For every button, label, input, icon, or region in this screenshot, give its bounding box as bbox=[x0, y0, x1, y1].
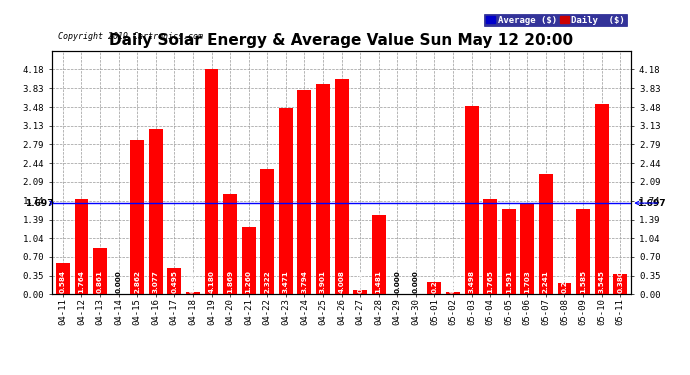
Bar bbox=[75, 200, 88, 294]
Bar bbox=[372, 214, 386, 294]
Text: 1.765: 1.765 bbox=[487, 270, 493, 293]
Text: 2.862: 2.862 bbox=[134, 270, 140, 293]
Bar bbox=[130, 140, 144, 294]
Text: 2.322: 2.322 bbox=[264, 270, 270, 293]
Bar bbox=[93, 248, 107, 294]
Text: 0.205: 0.205 bbox=[562, 270, 567, 293]
Legend: Average ($), Daily  ($): Average ($), Daily ($) bbox=[484, 14, 627, 26]
Text: 0.584: 0.584 bbox=[60, 270, 66, 293]
Text: 1.591: 1.591 bbox=[506, 270, 512, 293]
Title: Daily Solar Energy & Average Value Sun May 12 20:00: Daily Solar Energy & Average Value Sun M… bbox=[110, 33, 573, 48]
Bar bbox=[483, 200, 497, 294]
Bar bbox=[241, 226, 255, 294]
Bar bbox=[223, 194, 237, 294]
Bar bbox=[558, 284, 571, 294]
Text: 1.697: 1.697 bbox=[637, 199, 666, 208]
Bar bbox=[186, 292, 200, 294]
Bar bbox=[520, 203, 534, 294]
Bar bbox=[279, 108, 293, 294]
Text: 0.084: 0.084 bbox=[357, 270, 363, 293]
Bar bbox=[428, 282, 442, 294]
Text: 1.481: 1.481 bbox=[375, 270, 382, 293]
Text: 3.498: 3.498 bbox=[469, 270, 475, 293]
Bar bbox=[595, 104, 609, 294]
Bar bbox=[502, 209, 515, 294]
Bar bbox=[353, 290, 367, 294]
Text: 3.794: 3.794 bbox=[302, 270, 308, 293]
Text: 1.764: 1.764 bbox=[79, 270, 84, 293]
Bar bbox=[260, 170, 274, 294]
Bar bbox=[56, 263, 70, 294]
Bar bbox=[539, 174, 553, 294]
Bar bbox=[168, 268, 181, 294]
Text: 0.223: 0.223 bbox=[431, 270, 437, 293]
Text: 3.471: 3.471 bbox=[283, 270, 289, 293]
Bar bbox=[316, 84, 330, 294]
Text: 0.861: 0.861 bbox=[97, 270, 103, 293]
Text: 3.077: 3.077 bbox=[152, 270, 159, 293]
Bar bbox=[335, 79, 348, 294]
Text: 0.380: 0.380 bbox=[617, 270, 623, 293]
Text: 1.260: 1.260 bbox=[246, 270, 252, 293]
Text: 0.000: 0.000 bbox=[116, 270, 121, 293]
Text: 0.035: 0.035 bbox=[190, 270, 196, 293]
Text: Copyright 2019 Cartronics.com: Copyright 2019 Cartronics.com bbox=[57, 32, 203, 41]
Bar bbox=[576, 209, 590, 294]
Text: 3.901: 3.901 bbox=[320, 270, 326, 293]
Bar bbox=[204, 69, 219, 294]
Text: 0.000: 0.000 bbox=[394, 270, 400, 293]
Text: 1.697: 1.697 bbox=[25, 199, 54, 208]
Bar bbox=[446, 292, 460, 294]
Text: 0.495: 0.495 bbox=[171, 270, 177, 293]
Text: 2.241: 2.241 bbox=[543, 270, 549, 293]
Text: 1.585: 1.585 bbox=[580, 270, 586, 293]
Text: 4.180: 4.180 bbox=[208, 270, 215, 293]
Bar bbox=[464, 106, 479, 294]
Text: 3.545: 3.545 bbox=[599, 270, 604, 293]
Text: 1.703: 1.703 bbox=[524, 270, 531, 293]
Text: 0.037: 0.037 bbox=[450, 270, 456, 293]
Text: 1.869: 1.869 bbox=[227, 270, 233, 293]
Text: 0.000: 0.000 bbox=[413, 270, 419, 293]
Bar bbox=[297, 90, 311, 294]
Text: 4.008: 4.008 bbox=[339, 270, 344, 293]
Bar bbox=[613, 274, 627, 294]
Bar bbox=[149, 129, 163, 294]
